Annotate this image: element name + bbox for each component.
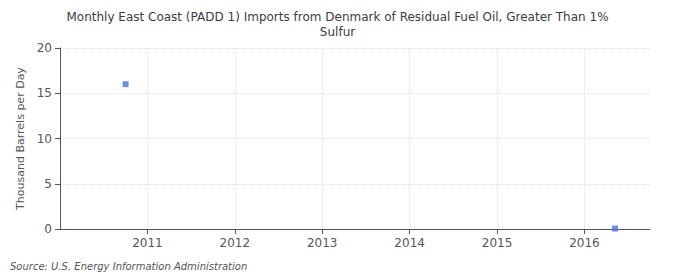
svg-text:2015: 2015 [482, 236, 513, 250]
svg-text:Monthly East Coast (PADD 1) Im: Monthly East Coast (PADD 1) Imports from… [66, 10, 608, 24]
svg-text:2016: 2016 [569, 236, 600, 250]
svg-text:2012: 2012 [220, 236, 251, 250]
svg-text:Thousand Barrels per Day: Thousand Barrels per Day [14, 67, 27, 211]
svg-text:15: 15 [37, 86, 52, 100]
svg-text:5: 5 [44, 177, 52, 191]
svg-text:2011: 2011 [132, 236, 163, 250]
svg-text:2014: 2014 [394, 236, 425, 250]
svg-text:20: 20 [37, 41, 52, 55]
svg-text:0: 0 [44, 222, 52, 236]
svg-text:2013: 2013 [307, 236, 338, 250]
svg-text:Source: U.S. Energy Informatio: Source: U.S. Energy Information Administ… [10, 261, 247, 272]
svg-text:Sulfur: Sulfur [320, 25, 355, 39]
svg-text:10: 10 [37, 132, 52, 146]
